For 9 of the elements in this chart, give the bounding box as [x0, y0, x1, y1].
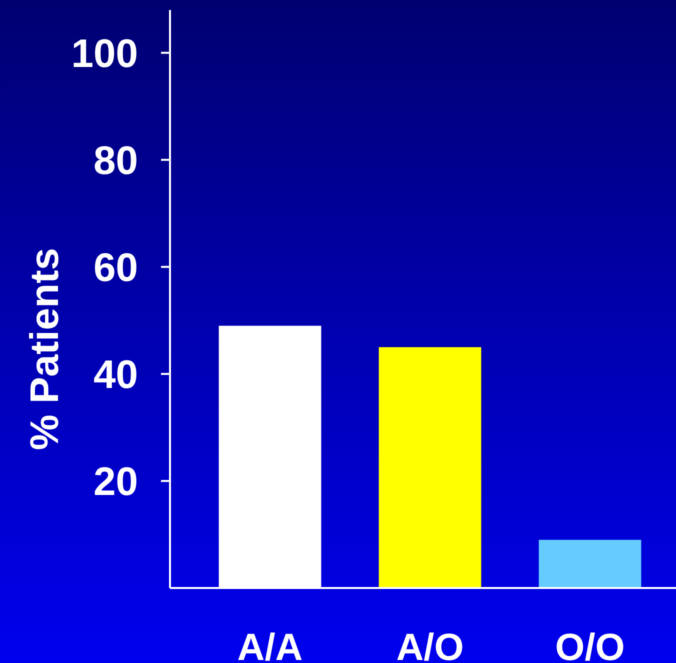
- y-tick-label: 80: [94, 138, 138, 183]
- y-axis-title: % Patients: [23, 248, 67, 450]
- y-tick-label: 60: [94, 246, 138, 290]
- y-tick-label: 100: [71, 32, 138, 76]
- x-tick-label: A/O: [396, 627, 464, 663]
- x-tick-label: O/O: [555, 627, 625, 663]
- y-tick-label: 40: [94, 352, 138, 397]
- y-tick-label: 20: [94, 460, 138, 504]
- x-tick-label: A/A: [237, 627, 303, 663]
